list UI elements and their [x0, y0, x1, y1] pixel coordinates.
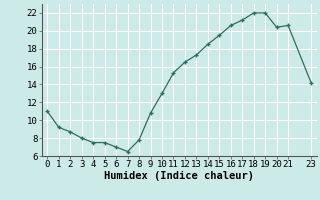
X-axis label: Humidex (Indice chaleur): Humidex (Indice chaleur): [104, 171, 254, 181]
